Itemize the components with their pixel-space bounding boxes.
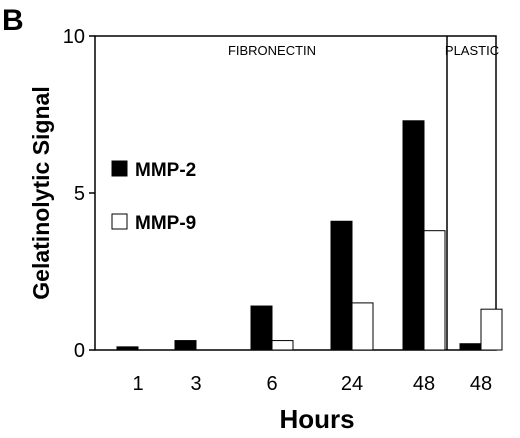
bar-mmp-2-0 xyxy=(116,346,139,351)
bar-mmp-2-3 xyxy=(330,220,353,351)
x-tick-label: 1 xyxy=(132,373,143,395)
y-tick-label: 0 xyxy=(74,340,85,362)
bars xyxy=(116,120,503,351)
y-axis-title: Gelatinolytic Signal xyxy=(28,86,54,299)
x-tick-label: 48 xyxy=(470,373,492,395)
legend: MMP-2 MMP-9 xyxy=(111,160,196,234)
panel-letter: B xyxy=(2,4,24,37)
x-tick-label: 6 xyxy=(266,373,277,395)
x-axis-title: Hours xyxy=(279,404,354,434)
region-label-fibronectin: FIBRONECTIN xyxy=(228,43,316,58)
bar-mmp-9-2 xyxy=(271,340,294,351)
bar-mmp-9-3 xyxy=(351,302,374,351)
bar-mmp-2-4 xyxy=(402,120,425,351)
y-axis: 0 5 10 xyxy=(63,26,95,362)
legend-label-mmp-2: MMP-2 xyxy=(135,160,196,181)
x-tick-label: 48 xyxy=(413,373,435,395)
y-tick-label: 5 xyxy=(74,183,85,205)
x-tick-label: 3 xyxy=(190,373,201,395)
x-axis: 1 3 6 24 48 48 xyxy=(132,373,492,395)
x-tick-label: 24 xyxy=(341,373,363,395)
legend-swatch-mmp-9 xyxy=(111,213,128,230)
y-tick-label: 10 xyxy=(63,26,85,48)
bar-mmp-9-5 xyxy=(480,308,503,351)
bar-mmp-9-4 xyxy=(423,230,446,351)
legend-swatch-mmp-2 xyxy=(111,160,128,177)
bar-mmp-2-5 xyxy=(459,343,482,351)
bar-mmp-2-1 xyxy=(174,340,197,351)
region-label-plastic: PLASTIC xyxy=(445,43,499,58)
bar-mmp-2-2 xyxy=(250,305,273,351)
legend-label-mmp-9: MMP-9 xyxy=(135,213,196,234)
